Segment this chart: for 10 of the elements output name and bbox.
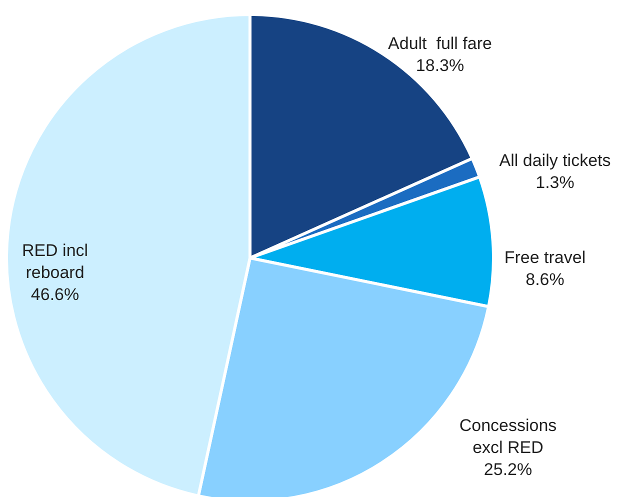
slice-label: RED incl reboard [22, 241, 88, 282]
slice-label: Adult full fare [388, 34, 492, 54]
data-label: 18.3% [416, 56, 464, 76]
data-label: 1.3% [536, 173, 574, 192]
slice-label: Concessions excl RED [459, 416, 557, 458]
data-label: 25.2% [484, 460, 532, 480]
slice-label: All daily tickets [499, 151, 611, 170]
slice-label: Free travel [504, 248, 586, 268]
data-label: 46.6% [30, 285, 80, 304]
data-label: 8.6% [526, 270, 564, 290]
